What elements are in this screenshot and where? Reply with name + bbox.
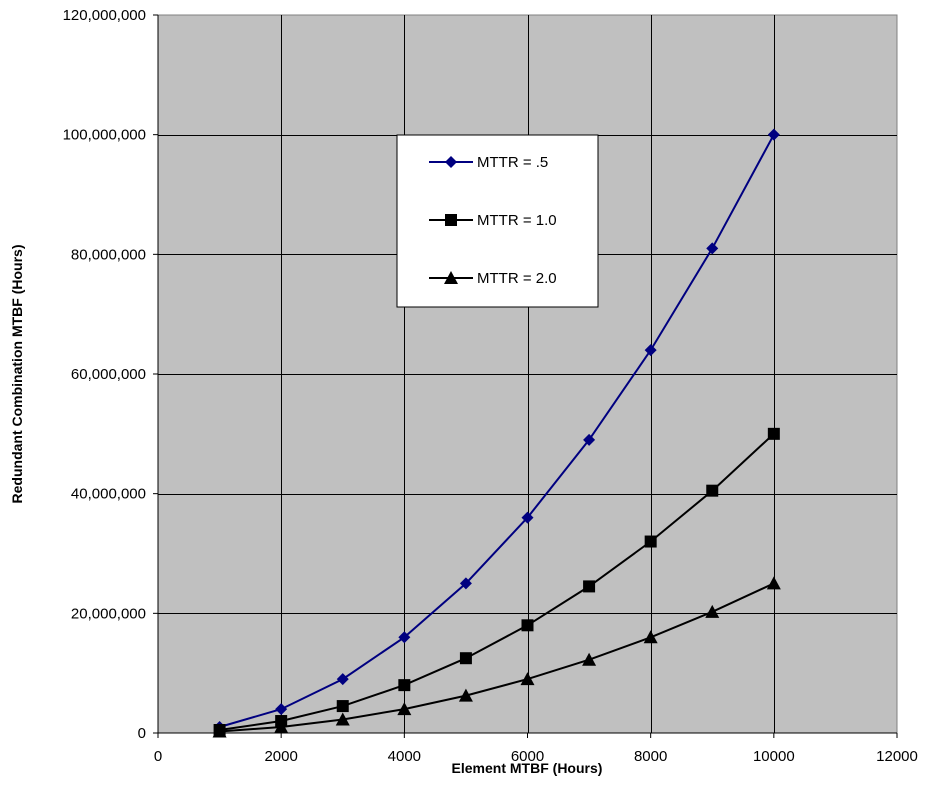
x-tick-label: 8000 — [634, 748, 667, 765]
series-layer — [212, 128, 781, 738]
data-point — [397, 702, 412, 716]
data-point — [706, 484, 719, 497]
legend: MTTR = .5 MTTR = 1.0 MTTR = 2.0 — [396, 134, 599, 308]
data-point — [644, 344, 657, 357]
data-point — [336, 673, 349, 686]
data-point — [521, 619, 534, 632]
data-point — [643, 630, 658, 644]
data-point — [274, 720, 289, 734]
legend-marker — [444, 271, 458, 284]
legend-label: MTTR = 2.0 — [477, 270, 557, 287]
data-point — [582, 652, 597, 666]
data-point — [766, 576, 781, 590]
legend-label: MTTR = .5 — [477, 154, 548, 171]
legend-item-3: MTTR = 2.0 — [429, 270, 557, 287]
series-line — [219, 582, 775, 733]
series-3 — [212, 576, 781, 738]
data-point — [706, 242, 719, 255]
x-tick-label: 12000 — [876, 748, 918, 765]
data-point — [583, 433, 596, 446]
tick-labels: 0 2000 4000 6000 8000 10000 12000 0 20,000,000 40… — [63, 7, 918, 765]
y-tick-label: 60,000,000 — [71, 366, 146, 383]
series-2 — [213, 427, 780, 737]
x-axis-title: Element MTBF (Hours) — [452, 760, 603, 776]
legend-item-1: MTTR = .5 — [429, 154, 548, 171]
x-tick-label: 10000 — [753, 748, 795, 765]
data-point — [520, 672, 535, 686]
data-point — [459, 577, 472, 590]
legend-label: MTTR = 1.0 — [477, 212, 557, 229]
data-point — [398, 679, 411, 692]
data-point — [458, 688, 473, 702]
data-point — [767, 128, 780, 141]
data-point — [336, 700, 349, 713]
data-point — [212, 724, 227, 738]
y-tick-label: 20,000,000 — [71, 605, 146, 622]
y-tick-label: 100,000,000 — [63, 127, 146, 144]
y-tick-label: 40,000,000 — [71, 486, 146, 503]
data-point — [521, 511, 534, 524]
x-tick-label: 0 — [154, 748, 162, 765]
data-point — [335, 712, 350, 726]
data-point — [398, 631, 411, 644]
legend-item-2: MTTR = 1.0 — [429, 212, 557, 229]
x-tick-label: 6000 — [511, 748, 544, 765]
data-point — [705, 604, 720, 618]
legend-marker — [445, 214, 457, 226]
data-point — [459, 652, 472, 665]
x-tick-label: 4000 — [388, 748, 421, 765]
legend-marker — [445, 156, 457, 168]
data-point — [644, 535, 657, 548]
series-line — [219, 433, 775, 731]
y-tick-label: 120,000,000 — [63, 7, 146, 24]
y-tick-label: 0 — [138, 725, 146, 742]
y-tick-label: 80,000,000 — [71, 246, 146, 263]
data-point — [275, 703, 288, 716]
data-point — [583, 580, 596, 593]
data-point — [767, 427, 780, 440]
series-line — [219, 134, 775, 728]
y-axis-title: Redundant Combination MTBF (Hours) — [9, 245, 25, 504]
x-tick-label: 2000 — [264, 748, 297, 765]
